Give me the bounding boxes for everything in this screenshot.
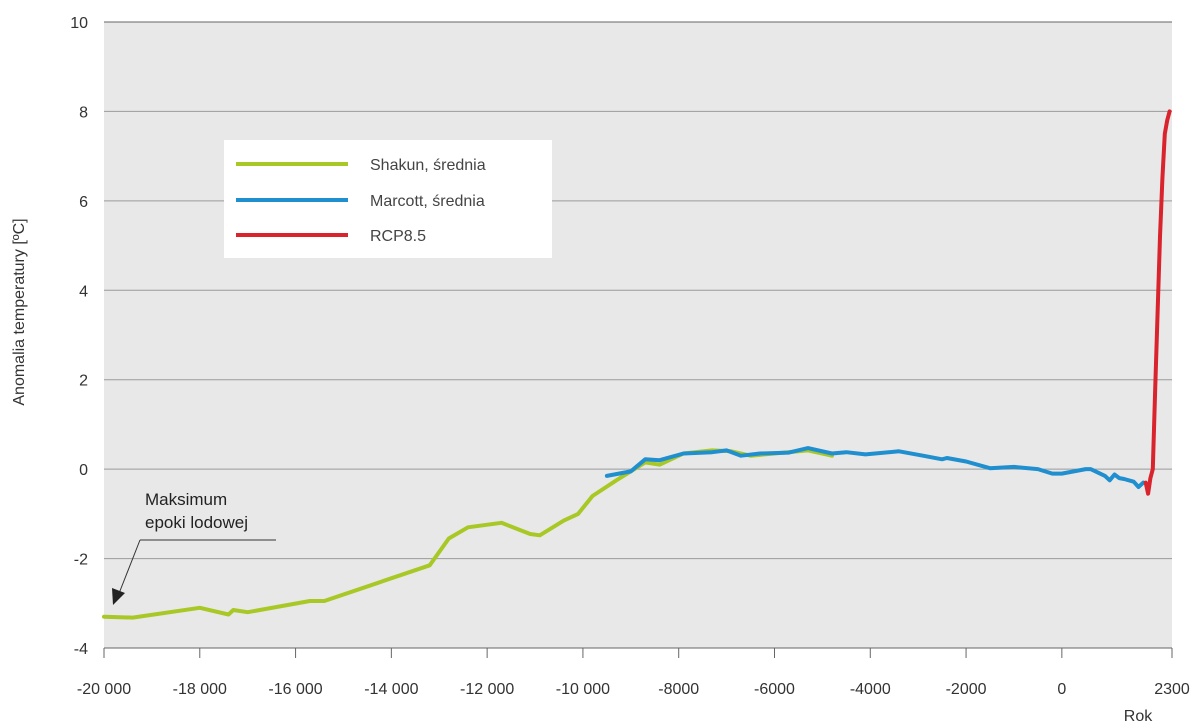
x-tick-label: -20 000: [77, 681, 131, 698]
y-tick-label: 0: [79, 462, 88, 479]
x-tick-label: -18 000: [173, 681, 227, 698]
x-tick-label: -16 000: [268, 681, 322, 698]
plot-area: [104, 22, 1172, 648]
annotation-arrow-shaft: [117, 539, 141, 597]
ice-age-annotation: Maksimum epoki lodowej: [112, 490, 276, 605]
x-tick-label: -4000: [850, 681, 891, 698]
x-tick-label: -8000: [658, 681, 699, 698]
x-tick-label: -6000: [754, 681, 795, 698]
x-tick-label: -14 000: [364, 681, 418, 698]
legend: Shakun, średnia Marcott, średnia RCP8.5: [224, 140, 552, 258]
y-tick-label: 10: [70, 15, 88, 32]
x-tick-labels: -20 000 -18 000 -16 000 -14 000 -12 000 -10 0…: [77, 681, 1190, 698]
x-tick-label: 2300: [1154, 681, 1190, 698]
x-tick-label: -12 000: [460, 681, 514, 698]
y-tick-label: -2: [74, 552, 88, 569]
y-tick-label: 6: [79, 194, 88, 211]
x-axis-title: Rok: [1124, 708, 1153, 725]
series-line-1: [604, 446, 1146, 489]
series-line-0: [102, 448, 834, 620]
legend-label-shakun: Shakun, średnia: [370, 157, 486, 174]
annotation-line-2: epoki lodowej: [145, 513, 248, 532]
x-tick-label: 0: [1057, 681, 1066, 698]
y-tick-labels: -4 -2 0 2 4 6 8 10: [70, 15, 88, 658]
y-tick-label: -4: [74, 641, 88, 658]
legend-label-marcott: Marcott, średnia: [370, 193, 485, 210]
annotation-line-1: Maksimum: [145, 490, 227, 509]
x-tick-label: -10 000: [556, 681, 610, 698]
x-ticks: [103, 648, 1173, 658]
y-tick-label: 2: [79, 373, 88, 390]
series-lines: [102, 109, 1172, 620]
x-tick-label: -2000: [946, 681, 987, 698]
y-tick-label: 8: [79, 104, 88, 121]
legend-label-rcp85: RCP8.5: [370, 228, 426, 245]
series-line-2: [1143, 109, 1172, 496]
y-tick-label: 4: [79, 283, 88, 300]
annotation-arrowhead: [112, 588, 125, 605]
y-axis-title: Anomalia temperatury [ºC]: [11, 218, 28, 405]
